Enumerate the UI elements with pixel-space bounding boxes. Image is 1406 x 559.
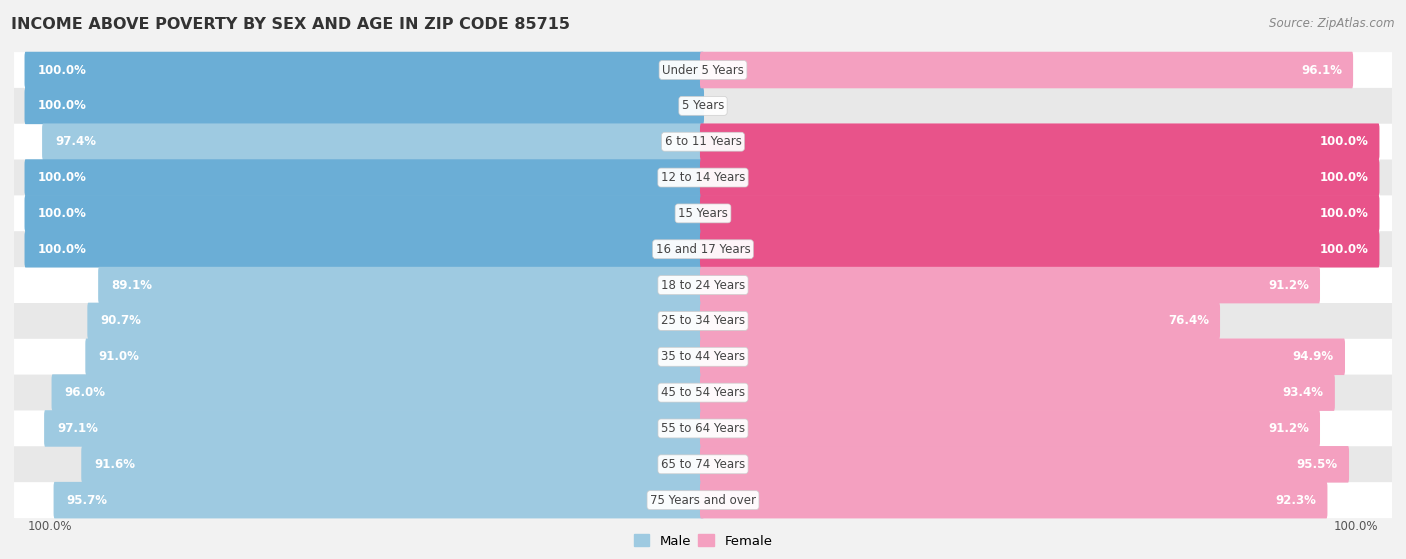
FancyBboxPatch shape — [700, 231, 1379, 268]
Text: 100.0%: 100.0% — [38, 243, 87, 256]
FancyBboxPatch shape — [700, 339, 1346, 375]
FancyBboxPatch shape — [14, 52, 1406, 88]
Text: 100.0%: 100.0% — [1334, 520, 1378, 533]
Text: 95.5%: 95.5% — [1296, 458, 1339, 471]
Text: 93.4%: 93.4% — [1282, 386, 1323, 399]
Text: 91.2%: 91.2% — [1268, 422, 1309, 435]
FancyBboxPatch shape — [700, 52, 1353, 88]
FancyBboxPatch shape — [52, 375, 704, 411]
FancyBboxPatch shape — [82, 446, 704, 482]
FancyBboxPatch shape — [14, 160, 1406, 196]
Text: 100.0%: 100.0% — [38, 100, 87, 112]
FancyBboxPatch shape — [14, 339, 1406, 375]
Text: 5 Years: 5 Years — [682, 100, 724, 112]
FancyBboxPatch shape — [24, 159, 704, 196]
Text: 18 to 24 Years: 18 to 24 Years — [661, 278, 745, 292]
Text: 97.4%: 97.4% — [55, 135, 96, 148]
FancyBboxPatch shape — [44, 410, 704, 447]
FancyBboxPatch shape — [700, 159, 1379, 196]
Text: 94.9%: 94.9% — [1292, 350, 1334, 363]
Text: 100.0%: 100.0% — [38, 171, 87, 184]
FancyBboxPatch shape — [700, 446, 1348, 482]
FancyBboxPatch shape — [14, 303, 1406, 339]
FancyBboxPatch shape — [700, 410, 1320, 447]
Text: 75 Years and over: 75 Years and over — [650, 494, 756, 506]
FancyBboxPatch shape — [24, 88, 704, 124]
FancyBboxPatch shape — [24, 52, 704, 88]
FancyBboxPatch shape — [86, 339, 704, 375]
FancyBboxPatch shape — [700, 375, 1334, 411]
Text: 95.7%: 95.7% — [66, 494, 108, 506]
Text: 100.0%: 100.0% — [1319, 243, 1368, 256]
Text: 100.0%: 100.0% — [1319, 207, 1368, 220]
FancyBboxPatch shape — [87, 302, 704, 339]
FancyBboxPatch shape — [700, 482, 1327, 518]
Text: 91.0%: 91.0% — [98, 350, 139, 363]
FancyBboxPatch shape — [14, 196, 1406, 231]
Text: 96.0%: 96.0% — [65, 386, 105, 399]
Text: 65 to 74 Years: 65 to 74 Years — [661, 458, 745, 471]
Text: 55 to 64 Years: 55 to 64 Years — [661, 422, 745, 435]
FancyBboxPatch shape — [700, 302, 1220, 339]
Text: 16 and 17 Years: 16 and 17 Years — [655, 243, 751, 256]
Legend: Male, Female: Male, Female — [628, 529, 778, 553]
Text: 91.6%: 91.6% — [94, 458, 135, 471]
Text: 76.4%: 76.4% — [1168, 314, 1209, 328]
FancyBboxPatch shape — [24, 195, 704, 231]
FancyBboxPatch shape — [14, 88, 1406, 124]
FancyBboxPatch shape — [14, 447, 1406, 482]
Text: 25 to 34 Years: 25 to 34 Years — [661, 314, 745, 328]
FancyBboxPatch shape — [14, 482, 1406, 518]
Text: 96.1%: 96.1% — [1301, 64, 1341, 77]
Text: 45 to 54 Years: 45 to 54 Years — [661, 386, 745, 399]
FancyBboxPatch shape — [42, 124, 704, 160]
FancyBboxPatch shape — [53, 482, 704, 518]
FancyBboxPatch shape — [98, 267, 704, 304]
Text: 100.0%: 100.0% — [1319, 171, 1368, 184]
FancyBboxPatch shape — [14, 267, 1406, 303]
Text: INCOME ABOVE POVERTY BY SEX AND AGE IN ZIP CODE 85715: INCOME ABOVE POVERTY BY SEX AND AGE IN Z… — [11, 17, 571, 32]
Text: 35 to 44 Years: 35 to 44 Years — [661, 350, 745, 363]
FancyBboxPatch shape — [700, 267, 1320, 304]
Text: 100.0%: 100.0% — [1319, 135, 1368, 148]
Text: 100.0%: 100.0% — [38, 207, 87, 220]
FancyBboxPatch shape — [14, 231, 1406, 267]
Text: 97.1%: 97.1% — [58, 422, 98, 435]
FancyBboxPatch shape — [700, 124, 1379, 160]
Text: 90.7%: 90.7% — [100, 314, 142, 328]
Text: 91.2%: 91.2% — [1268, 278, 1309, 292]
Text: Source: ZipAtlas.com: Source: ZipAtlas.com — [1270, 17, 1395, 30]
Text: 92.3%: 92.3% — [1275, 494, 1316, 506]
Text: 100.0%: 100.0% — [28, 520, 72, 533]
FancyBboxPatch shape — [14, 375, 1406, 410]
FancyBboxPatch shape — [14, 410, 1406, 447]
FancyBboxPatch shape — [14, 124, 1406, 160]
Text: 6 to 11 Years: 6 to 11 Years — [665, 135, 741, 148]
Text: 12 to 14 Years: 12 to 14 Years — [661, 171, 745, 184]
FancyBboxPatch shape — [24, 231, 704, 268]
Text: 89.1%: 89.1% — [111, 278, 152, 292]
Text: Under 5 Years: Under 5 Years — [662, 64, 744, 77]
Text: 100.0%: 100.0% — [38, 64, 87, 77]
FancyBboxPatch shape — [700, 195, 1379, 231]
Text: 15 Years: 15 Years — [678, 207, 728, 220]
